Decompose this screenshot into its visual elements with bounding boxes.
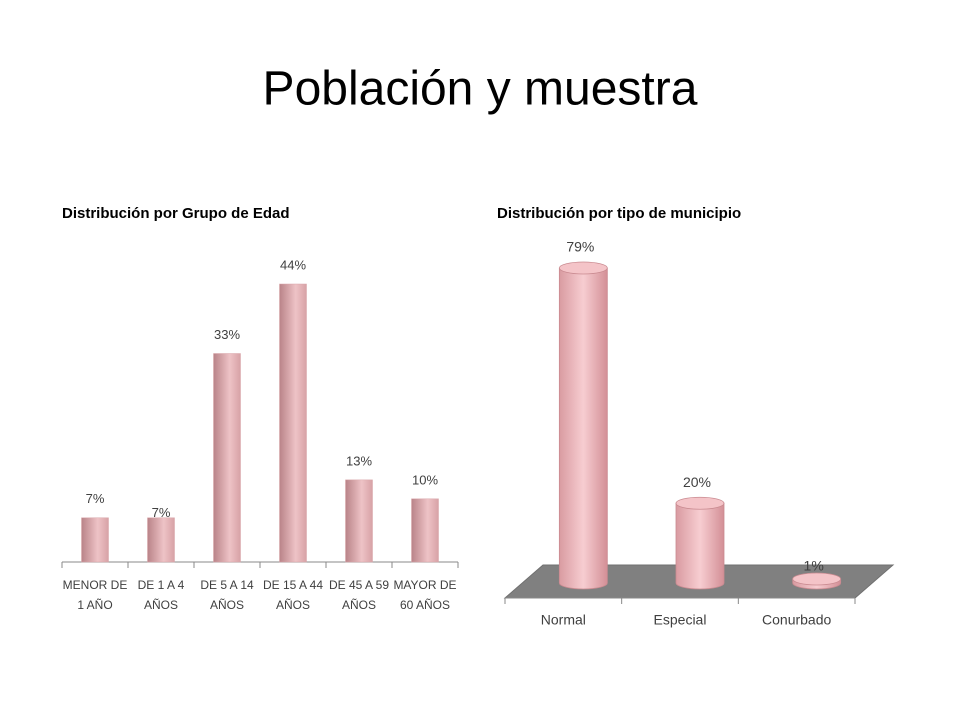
slide-title: Población y muestra <box>263 63 698 116</box>
cylinder <box>675 502 725 590</box>
cylinder <box>558 267 608 590</box>
bar <box>411 498 439 563</box>
data-label: 44% <box>280 257 306 272</box>
x-tick-label: DE 5 A 14 AÑOS <box>200 578 254 612</box>
data-label: 13% <box>346 453 372 468</box>
bar <box>279 283 307 563</box>
data-label: 10% <box>412 472 438 487</box>
cylinder-top <box>792 572 842 586</box>
data-label: 33% <box>214 327 240 342</box>
x-tick-label: DE 45 A 59 AÑOS <box>328 578 390 612</box>
cylinder-top <box>558 261 608 275</box>
bar <box>213 353 241 563</box>
x-tick-label: DE 1 A 4 AÑOS <box>137 578 185 612</box>
data-label: 79% <box>566 239 594 255</box>
data-label: 7% <box>86 491 105 506</box>
data-label: 1% <box>804 558 824 574</box>
chart-title: Distribución por tipo de municipio <box>497 205 741 222</box>
x-tick-label: MAYOR DE 60 AÑOS <box>393 578 457 612</box>
x-tick-label: Normal <box>541 612 586 628</box>
x-tick-label: DE 15 A 44 AÑOS <box>262 578 324 612</box>
data-label: 7% <box>152 505 171 520</box>
cylinder-top <box>675 496 725 510</box>
bar <box>81 517 109 563</box>
data-label: 20% <box>683 474 711 490</box>
x-tick-label: Conurbado <box>762 612 831 628</box>
bar <box>345 479 373 563</box>
bar <box>147 517 175 563</box>
x-tick-label: Especial <box>654 612 707 628</box>
x-tick-label: MENOR DE 1 AÑO <box>62 578 128 612</box>
chart-title: Distribución por Grupo de Edad <box>62 205 290 222</box>
